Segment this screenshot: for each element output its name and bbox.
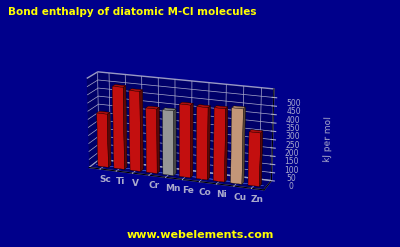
Text: Bond enthalpy of diatomic M-Cl molecules: Bond enthalpy of diatomic M-Cl molecules xyxy=(8,7,256,17)
Text: www.webelements.com: www.webelements.com xyxy=(126,230,274,240)
